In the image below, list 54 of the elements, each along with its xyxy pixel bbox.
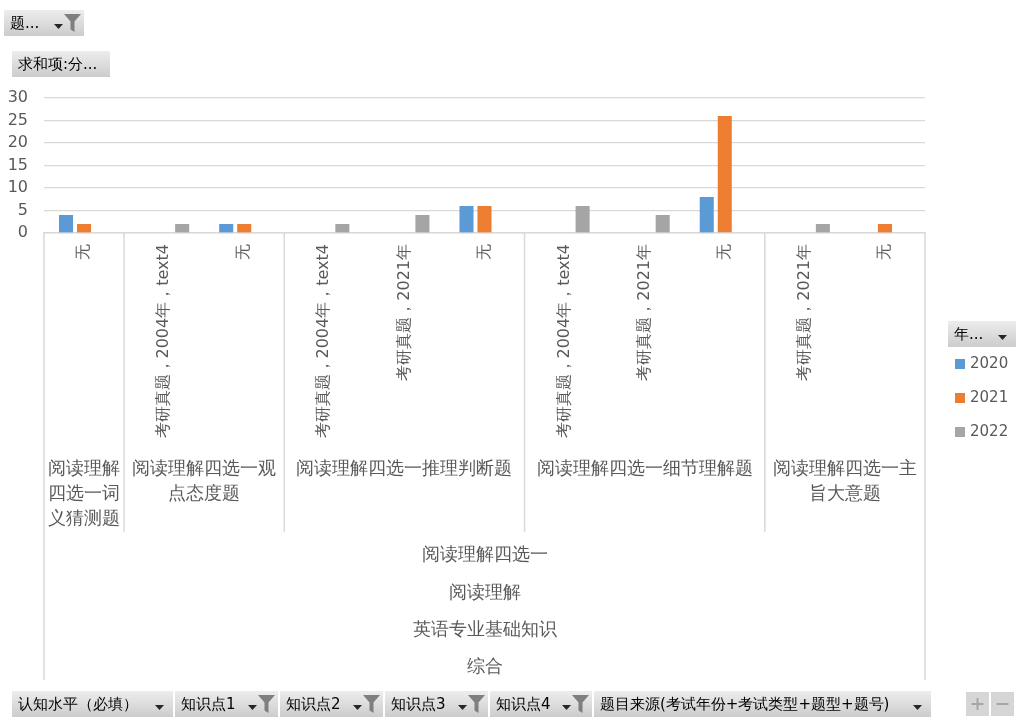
- bar: [655, 215, 670, 233]
- text: 知识点3: [391, 694, 446, 715]
- legend-title: 年...: [954, 324, 984, 345]
- x-tick-label: 考研真题，2004年，text4: [153, 244, 173, 439]
- text: 阅读理解四选一主旨大意题: [772, 456, 917, 503]
- text: 阅读理解四选一观点态度题: [132, 456, 277, 503]
- y-tick-label: 5: [17, 199, 28, 219]
- x-tick-label: 考研真题，2004年，text4: [313, 244, 333, 439]
- x-tick-label: 考研真题，2021年: [794, 244, 814, 381]
- text: 题目来源(考试年份+考试类型+题型+题号): [600, 694, 890, 715]
- text: 阅读理解: [448, 580, 521, 602]
- bar: [175, 224, 190, 233]
- x-tick-label: 考研真题，2021年: [393, 244, 413, 381]
- text: 知识点4: [496, 694, 551, 715]
- x-tick-label: 考研真题，2004年，text4: [553, 244, 573, 439]
- x-tick-label: 无: [233, 244, 253, 260]
- text: 题...: [10, 13, 40, 34]
- x-tick-label: 无: [874, 244, 894, 260]
- bar: [219, 224, 234, 233]
- bar: [459, 206, 474, 233]
- legend-label: 2020: [970, 353, 1009, 372]
- text: 阅读理解四选一: [421, 542, 548, 564]
- bar: [877, 224, 892, 233]
- bar: [815, 224, 830, 233]
- text: 阅读理解四选一词义猜测题: [48, 456, 121, 528]
- x-tick-label: 无: [73, 244, 93, 260]
- bar: [335, 224, 350, 233]
- text: 认知水平（必填）: [18, 694, 138, 715]
- text: 阅读理解四选一细节理解题: [536, 456, 753, 478]
- bar: [77, 224, 92, 233]
- y-axis-title: 求和项:分...: [18, 54, 98, 75]
- y-tick-label: 10: [7, 177, 28, 197]
- x-tick-label: 无: [473, 244, 493, 260]
- bar: [717, 116, 732, 233]
- y-tick-label: 20: [7, 132, 28, 152]
- text: 阅读理解四选一推理判断题: [296, 456, 513, 478]
- bar: [59, 215, 74, 233]
- y-tick-label: 30: [7, 87, 28, 107]
- bar: [237, 224, 252, 233]
- legend-label: 2021: [970, 387, 1009, 406]
- text: 综合: [466, 654, 503, 676]
- x-tick-label: 考研真题，2021年: [633, 244, 653, 381]
- legend-label: 2022: [970, 421, 1009, 440]
- text: 知识点2: [286, 694, 341, 715]
- y-tick-label: 25: [7, 109, 28, 129]
- bar: [415, 215, 430, 233]
- bar: [477, 206, 492, 233]
- bar: [575, 206, 590, 233]
- x-tick-label: 无: [713, 244, 733, 260]
- text: 英语专业基础知识: [412, 617, 557, 639]
- text: 知识点1: [181, 694, 236, 715]
- y-tick-label: 15: [7, 154, 28, 174]
- bar: [699, 197, 714, 233]
- y-tick-label: 0: [17, 222, 28, 242]
